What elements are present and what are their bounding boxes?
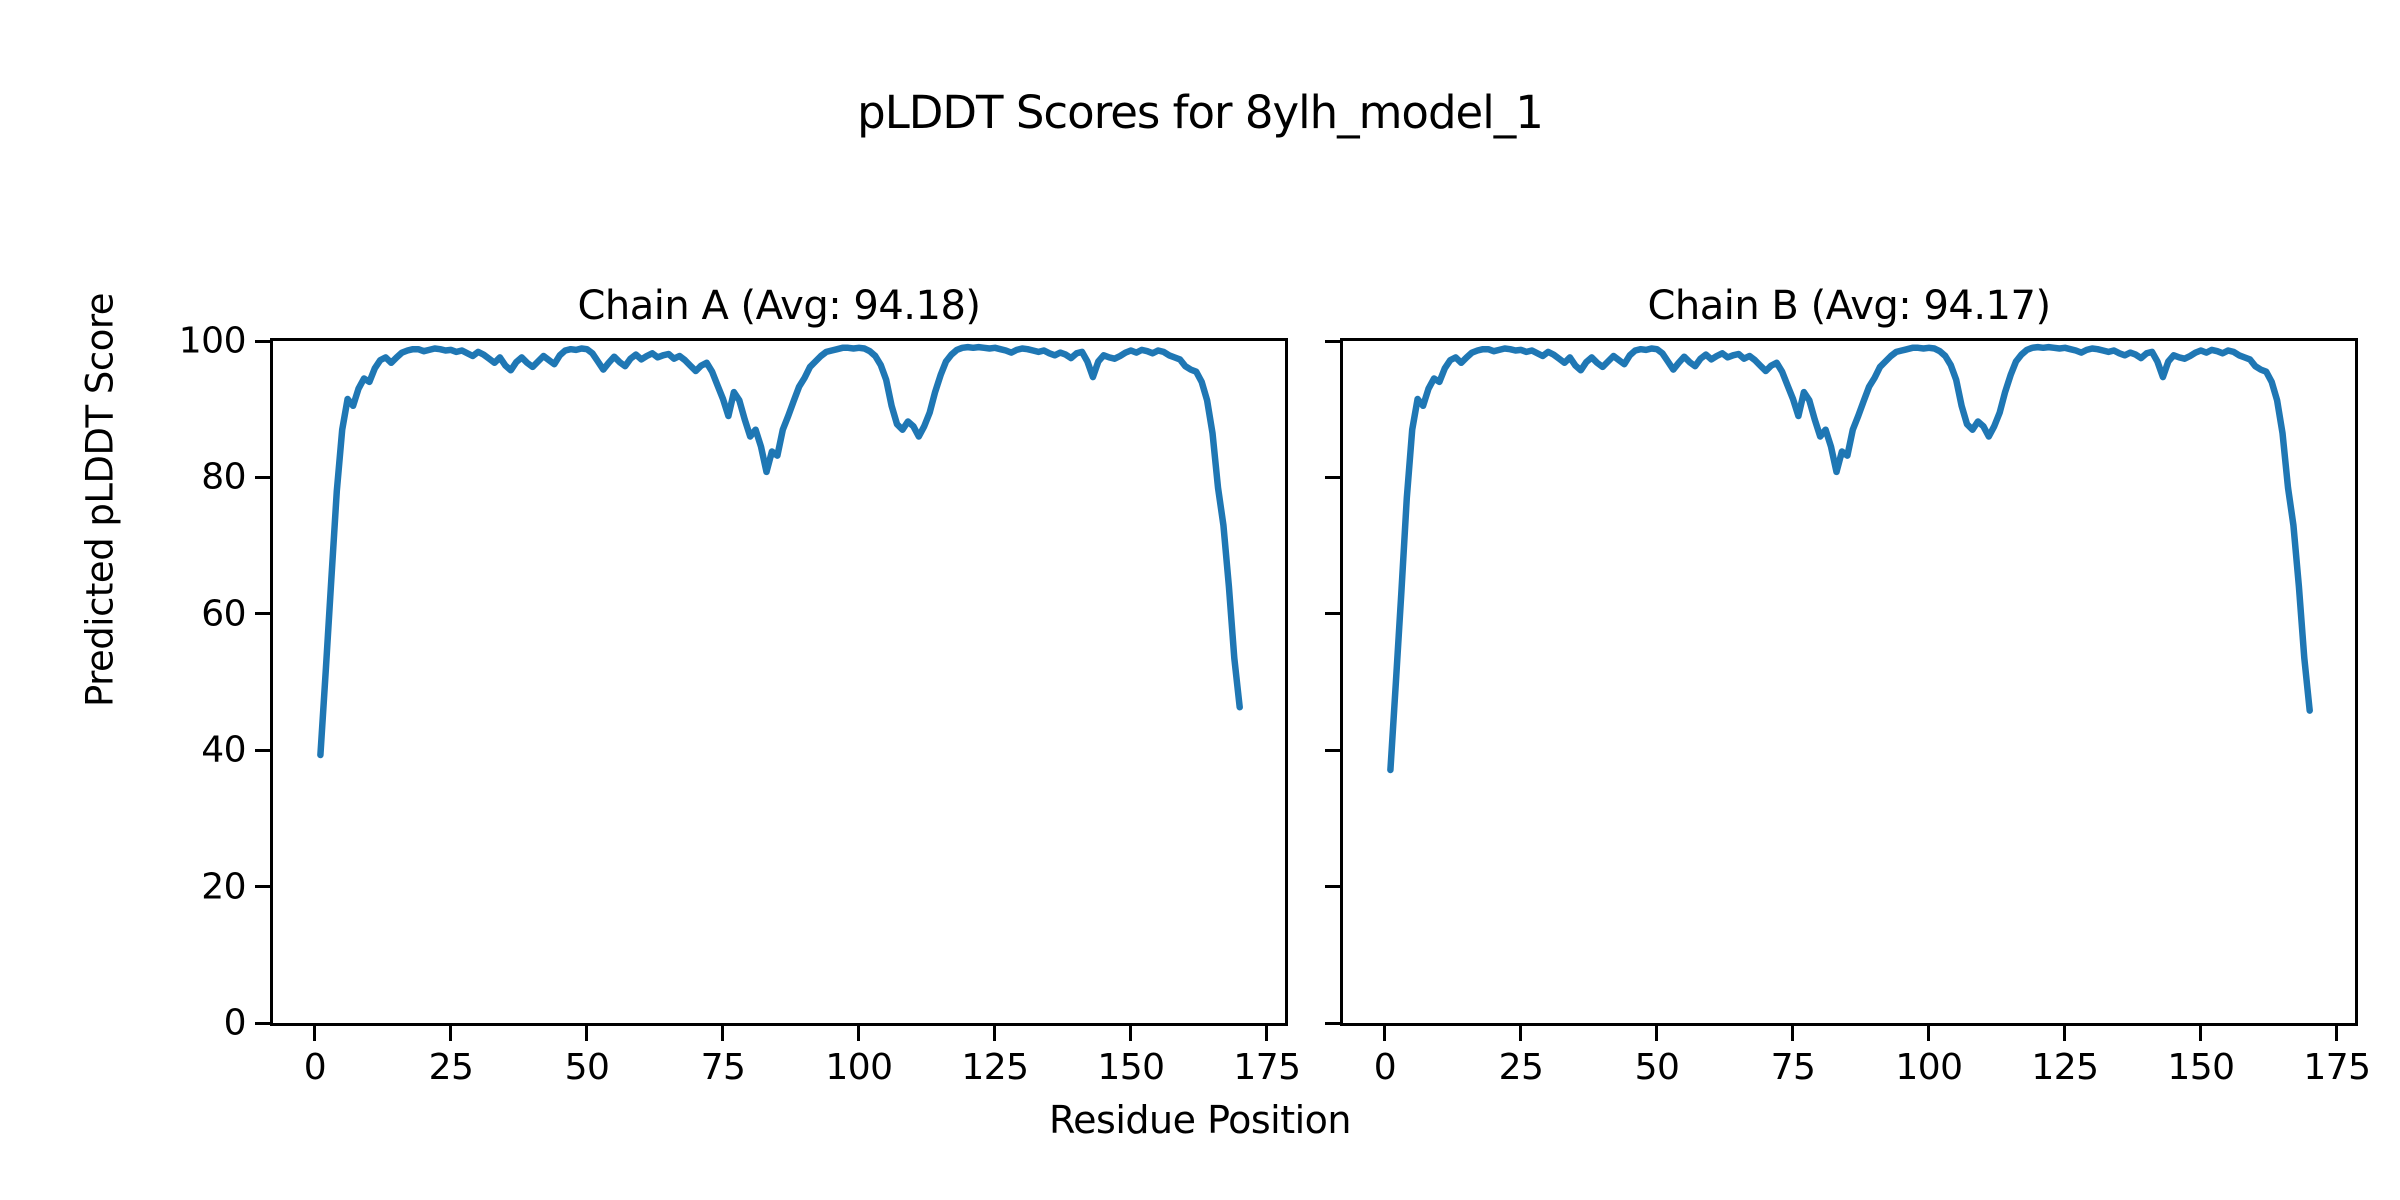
y-tick-mark	[255, 475, 270, 479]
x-tick-mark	[1265, 1026, 1269, 1041]
y-tick-mark	[255, 612, 270, 616]
x-tick-label: 75	[700, 1047, 746, 1088]
y-tick-label: 20	[201, 866, 246, 908]
y-tick-mark	[1325, 748, 1340, 752]
y-axis-label: Predicted pLDDT Score	[78, 292, 122, 708]
plddt-line-chart-chain-a	[317, 343, 1243, 759]
x-tick-mark	[857, 1026, 861, 1041]
x-tick-label: 100	[1895, 1047, 1963, 1088]
x-tick-mark	[2335, 1026, 2339, 1041]
x-tick-mark	[1129, 1026, 1133, 1041]
plddt-series-line	[1387, 343, 2313, 774]
x-tick-mark	[585, 1026, 589, 1041]
y-tick-label: 60	[201, 593, 246, 635]
y-tick-label: 40	[201, 729, 246, 771]
x-tick-mark	[1655, 1026, 1659, 1041]
x-tick-label: 50	[1634, 1047, 1680, 1088]
x-tick-label: 100	[825, 1047, 893, 1088]
x-tick-label: 0	[303, 1047, 327, 1088]
x-tick-mark	[2199, 1026, 2203, 1041]
y-tick-label: 100	[178, 320, 247, 362]
axes-ticks-chain-a: 0 25 50 75 100 125 150 175 0 20 40 60 80 100	[179, 321, 1301, 1089]
x-tick-mark	[1383, 1026, 1387, 1041]
x-tick-mark	[721, 1026, 725, 1041]
axes-ticks-chain-b: 0 25 50 75 100 125 150 175	[1325, 339, 2371, 1088]
subplot-chain-a: 0 25 50 75 100 125 150 175 0 20 40 60 80 100	[179, 321, 1301, 1089]
x-tick-label: 25	[1498, 1047, 1544, 1088]
y-tick-label: 0	[223, 1002, 247, 1044]
y-tick-mark	[255, 885, 270, 889]
y-tick-mark	[255, 339, 270, 343]
x-tick-mark	[313, 1026, 317, 1041]
x-tick-label: 150	[2167, 1047, 2235, 1088]
x-tick-label: 75	[1770, 1047, 1816, 1088]
y-tick-mark	[255, 1021, 270, 1025]
x-tick-mark	[449, 1026, 453, 1041]
y-tick-label: 80	[201, 456, 246, 498]
plddt-line-chart-chain-b	[1387, 343, 2313, 774]
y-tick-mark	[1325, 612, 1340, 616]
x-tick-label: 175	[2303, 1047, 2371, 1088]
y-tick-mark	[1325, 1021, 1340, 1025]
x-tick-label: 50	[564, 1047, 610, 1088]
x-tick-mark	[1791, 1026, 1795, 1041]
y-tick-mark	[255, 748, 270, 752]
x-tick-label: 150	[1097, 1047, 1165, 1088]
x-tick-label: 0	[1373, 1047, 1397, 1088]
x-tick-label: 175	[1233, 1047, 1301, 1088]
x-tick-mark	[1519, 1026, 1523, 1041]
subplot-b-title: Chain B (Avg: 94.17)	[1647, 283, 2051, 329]
subplot-chain-b: 0 25 50 75 100 125 150 175	[1325, 338, 2371, 1088]
y-tick-mark	[1325, 475, 1340, 479]
x-tick-mark	[2063, 1026, 2067, 1041]
x-tick-label: 25	[428, 1047, 474, 1088]
x-tick-mark	[993, 1026, 997, 1041]
x-tick-label: 125	[2031, 1047, 2099, 1088]
plddt-series-line	[317, 343, 1243, 759]
y-tick-mark	[1325, 885, 1340, 889]
x-tick-mark	[1927, 1026, 1931, 1041]
x-tick-label: 125	[961, 1047, 1029, 1088]
x-axis-label: Residue Position	[1048, 1098, 1352, 1142]
subplot-a-title: Chain A (Avg: 94.18)	[577, 283, 981, 329]
figure-title: pLDDT Scores for 8ylh_model_1	[857, 86, 1544, 139]
y-tick-mark	[1325, 339, 1340, 343]
